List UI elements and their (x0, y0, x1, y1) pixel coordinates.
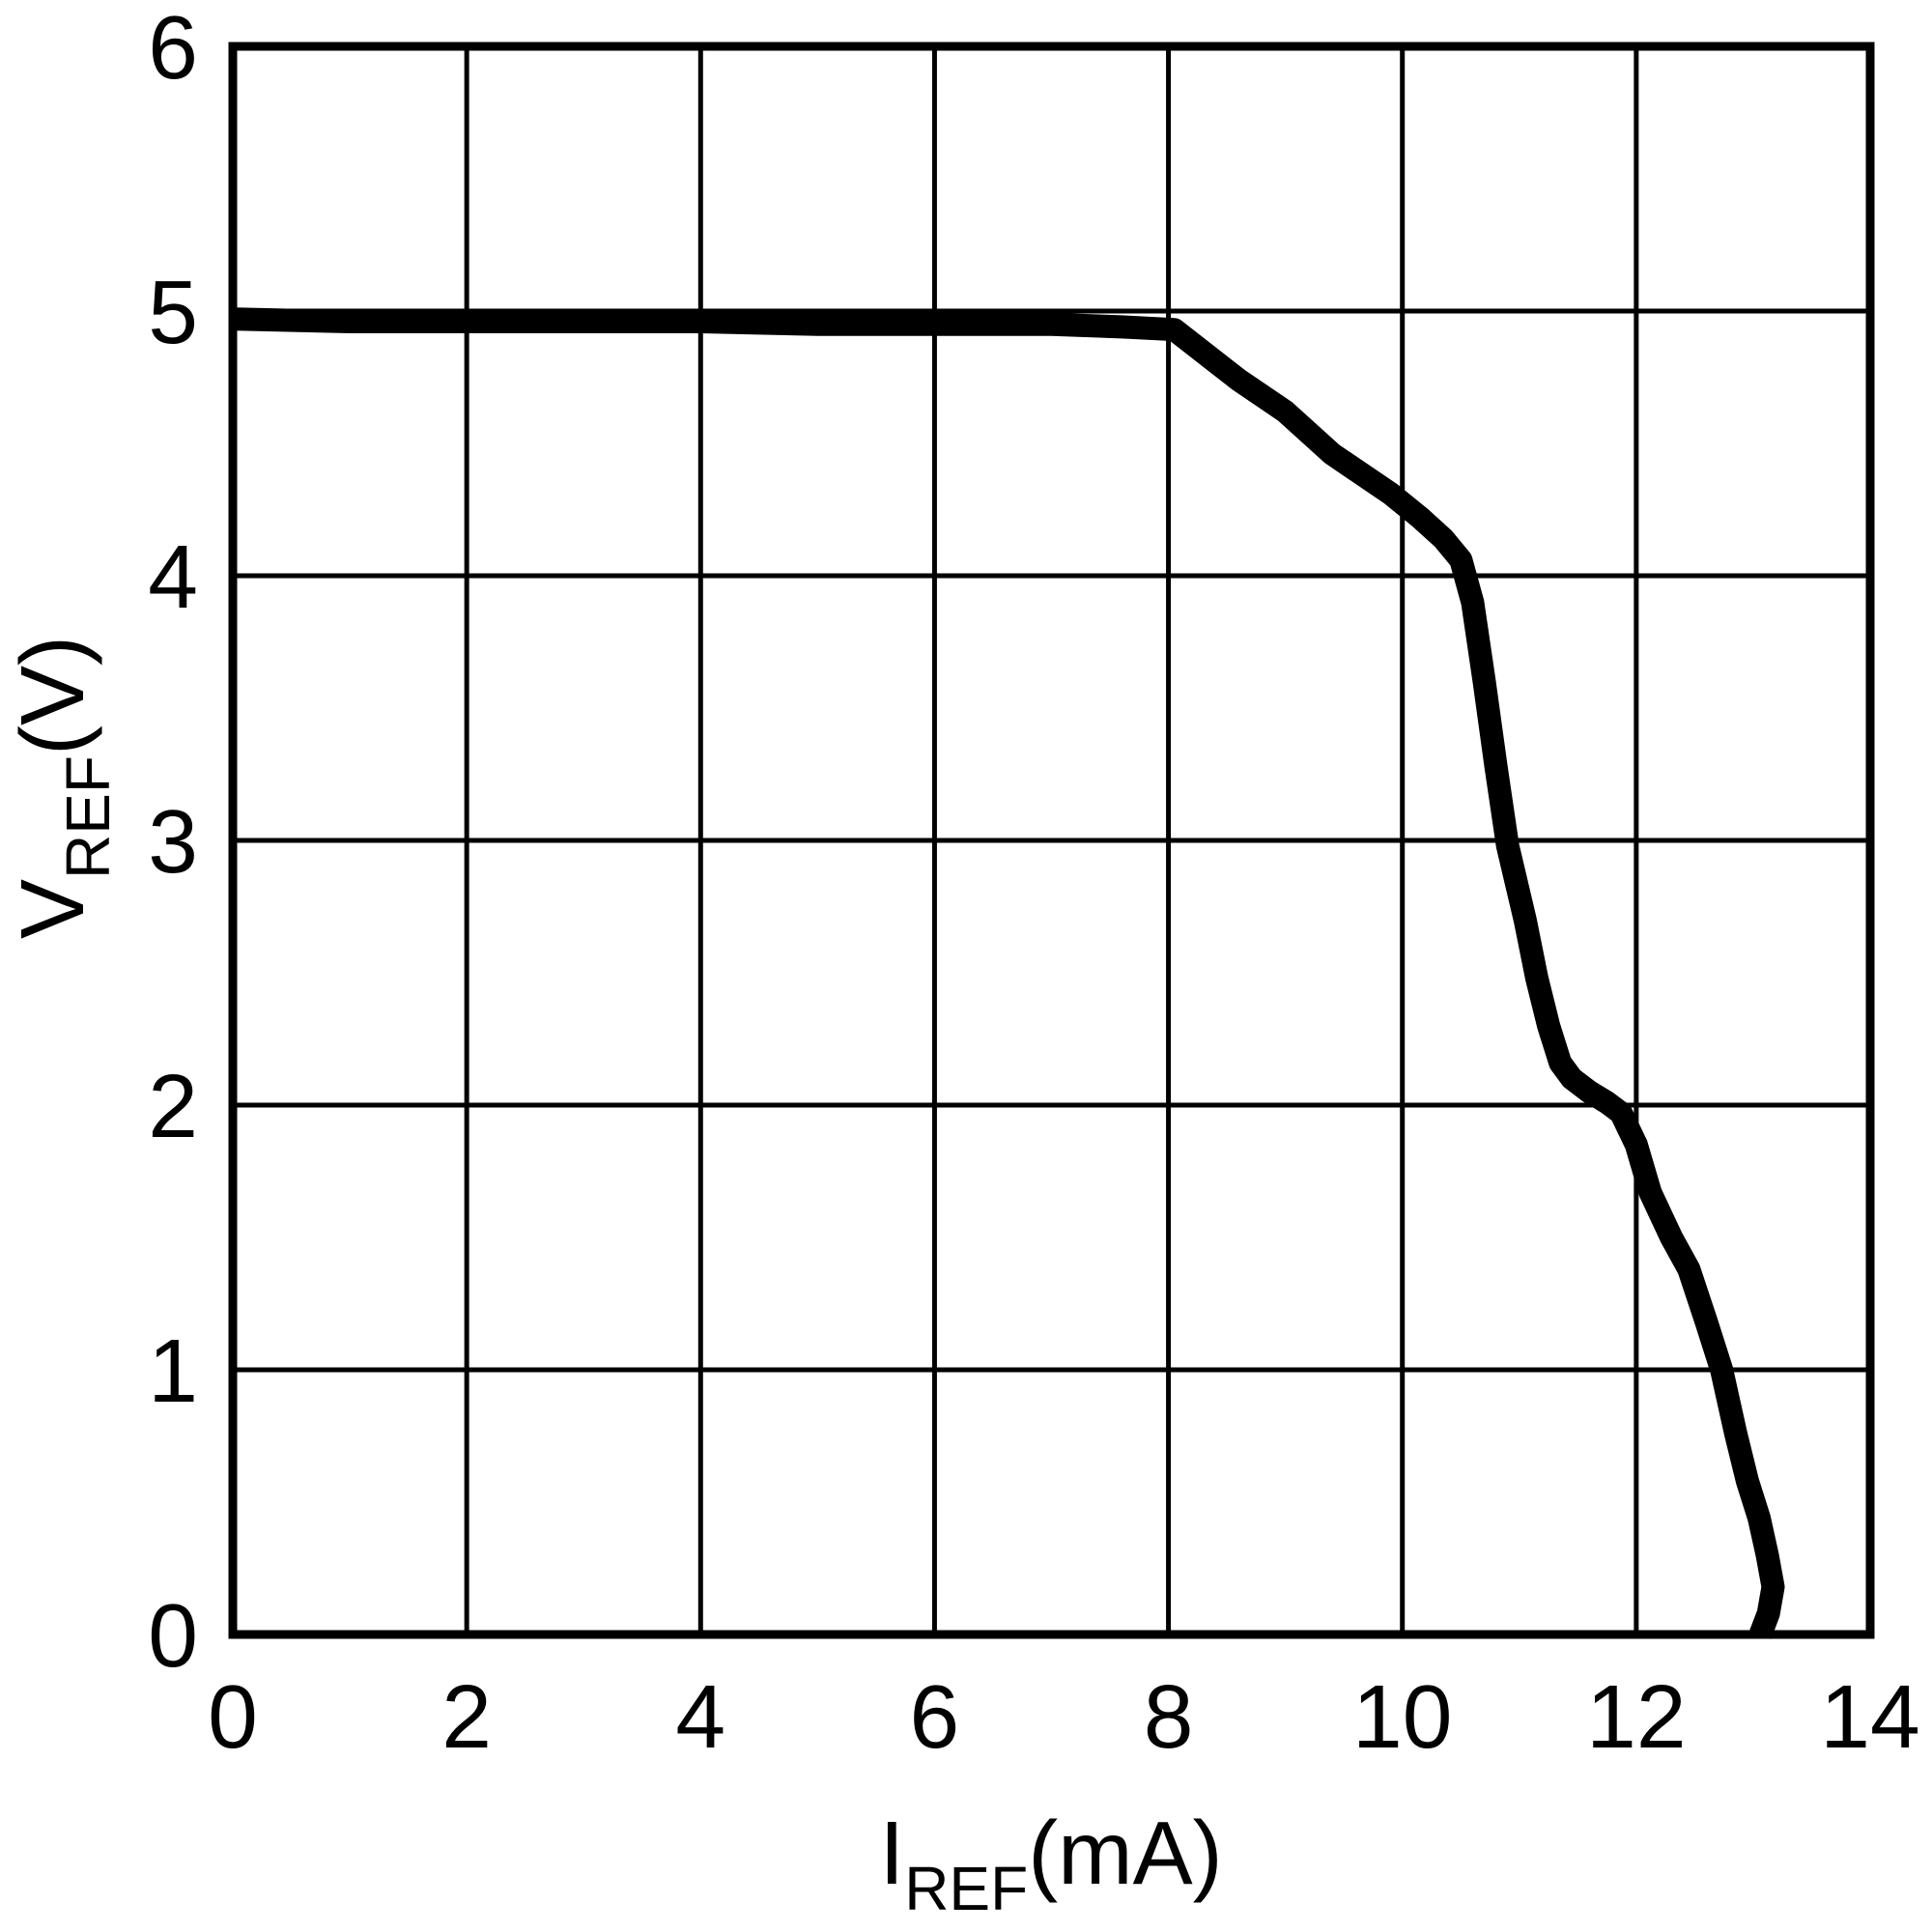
x-tick-labels: 0 2 4 6 8 10 12 14 (208, 1666, 1920, 1767)
y-tick-label: 1 (148, 1321, 198, 1421)
x-tick-label: 6 (910, 1666, 960, 1767)
gridlines (233, 46, 1870, 1634)
y-tick-labels: 0 1 2 3 4 5 6 (148, 0, 198, 1686)
y-axis-title-sub: REF (53, 755, 123, 879)
y-tick-label: 4 (148, 526, 198, 627)
vref-curve (232, 307, 1785, 1644)
y-tick-label: 6 (148, 0, 198, 98)
y-axis-title: VREF(V) (2, 636, 123, 939)
x-tick-label: 10 (1352, 1666, 1452, 1767)
y-tick-label: 2 (148, 1056, 198, 1156)
plot-border (228, 42, 1875, 1639)
x-axis-title-unit: (mA) (1028, 1803, 1222, 1903)
y-axis-title-main: V (2, 879, 102, 939)
x-axis-title-main: I (879, 1803, 904, 1903)
x-tick-label: 12 (1586, 1666, 1686, 1767)
y-tick-label: 3 (148, 791, 198, 892)
x-tick-label: 2 (441, 1666, 492, 1767)
x-axis-title-sub: REF (904, 1854, 1028, 1923)
y-axis-title-unit: (V) (2, 636, 102, 755)
x-tick-label: 0 (208, 1666, 258, 1767)
x-tick-label: 14 (1820, 1666, 1919, 1767)
y-tick-label: 0 (148, 1585, 198, 1686)
x-axis-title: IREF(mA) (879, 1803, 1222, 1923)
x-tick-label: 8 (1144, 1666, 1194, 1767)
x-tick-label: 4 (675, 1666, 725, 1767)
y-tick-label: 5 (148, 262, 198, 362)
